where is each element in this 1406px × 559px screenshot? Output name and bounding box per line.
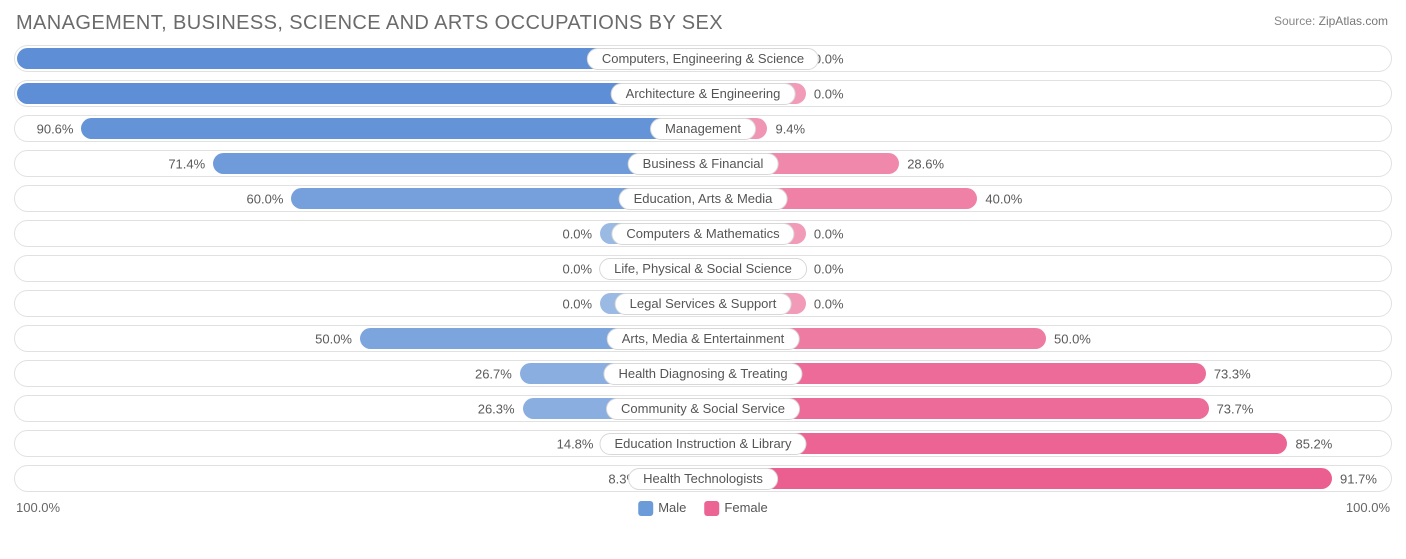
male-pct-label: 0.0% — [562, 296, 592, 311]
female-half: 50.0% — [703, 328, 1389, 349]
female-bar — [703, 468, 1332, 489]
female-pct-label: 91.7% — [1340, 471, 1377, 486]
chart-row: 100.0%0.0%Computers, Engineering & Scien… — [14, 45, 1392, 72]
category-label: Health Diagnosing & Treating — [603, 363, 802, 385]
female-pct-label: 73.3% — [1214, 366, 1251, 381]
category-label: Computers & Mathematics — [611, 223, 794, 245]
chart-row: 8.3% 91.7% Health Technologists — [14, 465, 1392, 492]
chart-row: 71.4% 28.6% Business & Financial — [14, 150, 1392, 177]
chart-row: 26.3% 73.7% Community & Social Service — [14, 395, 1392, 422]
category-label: Arts, Media & Entertainment — [607, 328, 800, 350]
male-half: 8.3% — [17, 468, 703, 489]
female-half: 73.7% — [703, 398, 1389, 419]
female-pct-label: 28.6% — [907, 156, 944, 171]
female-pct-label: 50.0% — [1054, 331, 1091, 346]
male-half: 60.0% — [17, 188, 703, 209]
chart-row: 0.0% 0.0% Life, Physical & Social Science — [14, 255, 1392, 282]
legend-male: Male — [638, 500, 686, 516]
chart-row: 0.0% 0.0% Computers & Mathematics — [14, 220, 1392, 247]
male-bar — [81, 118, 703, 139]
male-half: 26.3% — [17, 398, 703, 419]
male-pct-label: 50.0% — [315, 331, 352, 346]
male-pct-label: 90.6% — [37, 121, 74, 136]
axis-row: 100.0% Male Female 100.0% — [14, 500, 1392, 518]
source-name: ZipAtlas.com — [1319, 14, 1388, 28]
male-pct-label: 0.0% — [562, 226, 592, 241]
chart-container: MANAGEMENT, BUSINESS, SCIENCE AND ARTS O… — [0, 0, 1406, 559]
male-half: 50.0% — [17, 328, 703, 349]
chart-rows: 100.0% 0.0% Computers, Engineering & Scien… — [14, 45, 1392, 492]
chart-row: 100.0% 0.0% Architecture & Engineering — [14, 80, 1392, 107]
chart-row: 90.6% 9.4% Management — [14, 115, 1392, 142]
category-label: Health Technologists — [628, 468, 778, 490]
female-half: 73.3% — [703, 363, 1389, 384]
category-label: Education, Arts & Media — [619, 188, 788, 210]
category-label: Management — [650, 118, 756, 140]
male-pct-label: 71.4% — [168, 156, 205, 171]
axis-right-label: 100.0% — [1346, 500, 1390, 515]
male-half: 26.7% — [17, 363, 703, 384]
female-half: 9.4% — [703, 118, 1389, 139]
category-label: Community & Social Service — [606, 398, 800, 420]
female-half: 0.0% — [703, 223, 1389, 244]
female-half: 91.7% — [703, 468, 1389, 489]
legend-female-label: Female — [724, 500, 767, 515]
category-label: Life, Physical & Social Science — [599, 258, 807, 280]
category-label: Computers, Engineering & Science — [587, 48, 819, 70]
male-pct-label: 0.0% — [562, 261, 592, 276]
female-pct-label: 0.0% — [814, 86, 844, 101]
female-half: 0.0% — [703, 83, 1389, 104]
female-half: 0.0% — [703, 293, 1389, 314]
male-half: 0.0% — [17, 223, 703, 244]
male-half: 71.4% — [17, 153, 703, 174]
female-pct-label: 0.0% — [814, 261, 844, 276]
category-label: Legal Services & Support — [615, 293, 792, 315]
male-pct-label: 26.7% — [475, 366, 512, 381]
axis-left-label: 100.0% — [16, 500, 60, 515]
chart-title: MANAGEMENT, BUSINESS, SCIENCE AND ARTS O… — [16, 12, 1392, 35]
female-pct-label: 73.7% — [1217, 401, 1254, 416]
male-half: 100.0% — [17, 83, 703, 104]
legend-female-swatch — [704, 501, 719, 516]
male-half: 90.6% — [17, 118, 703, 139]
chart-row: 50.0% 50.0% Arts, Media & Entertainment — [14, 325, 1392, 352]
female-pct-label: 9.4% — [775, 121, 805, 136]
female-half: 28.6% — [703, 153, 1389, 174]
legend-male-swatch — [638, 501, 653, 516]
chart-row: 60.0% 40.0% Education, Arts & Media — [14, 185, 1392, 212]
female-pct-label: 0.0% — [814, 226, 844, 241]
chart-row: 0.0% 0.0% Legal Services & Support — [14, 290, 1392, 317]
category-label: Business & Financial — [628, 153, 779, 175]
male-bar — [17, 83, 703, 104]
male-pct-label: 14.8% — [557, 436, 594, 451]
category-label: Architecture & Engineering — [611, 83, 796, 105]
chart-row: 26.7% 73.3% Health Diagnosing & Treating — [14, 360, 1392, 387]
male-pct-label: 26.3% — [478, 401, 515, 416]
source-attribution: Source: ZipAtlas.com — [1274, 14, 1388, 28]
category-label: Education Instruction & Library — [599, 433, 806, 455]
female-pct-label: 0.0% — [814, 296, 844, 311]
legend: Male Female — [638, 500, 768, 516]
chart-row: 14.8% 85.2% Education Instruction & Librar… — [14, 430, 1392, 457]
female-pct-label: 85.2% — [1295, 436, 1332, 451]
male-pct-label: 60.0% — [247, 191, 284, 206]
female-half: 40.0% — [703, 188, 1389, 209]
legend-female: Female — [704, 500, 767, 516]
female-pct-label: 40.0% — [985, 191, 1022, 206]
legend-male-label: Male — [658, 500, 686, 515]
male-half: 0.0% — [17, 293, 703, 314]
source-label: Source: — [1274, 14, 1315, 28]
